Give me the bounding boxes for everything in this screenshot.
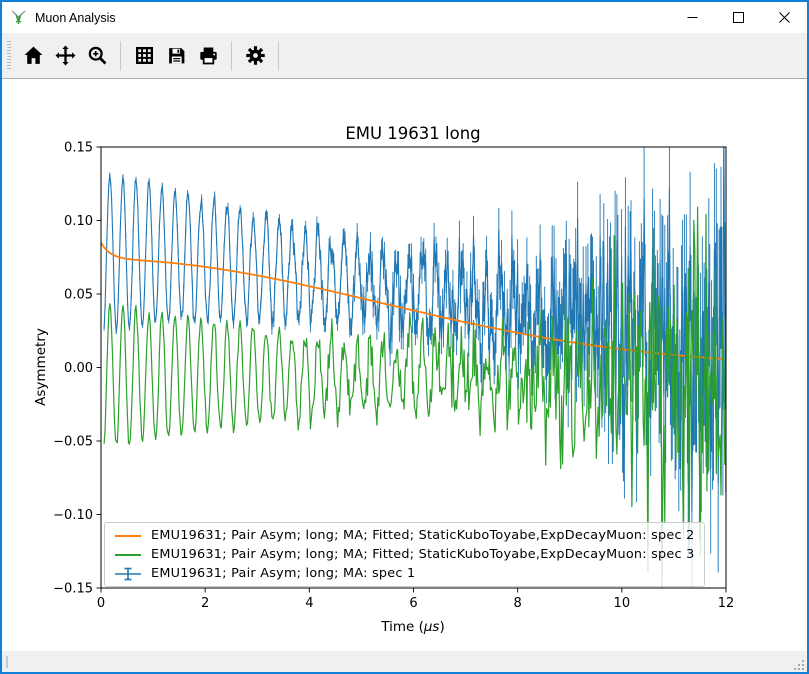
figure-svg: 0 2 4 6 8 10 12 0.15 0.10 0.05 0.00 −0.05 −0.10 −0.15…	[33, 124, 735, 635]
x-tick-label: 2	[201, 596, 209, 611]
legend-line-swatch-green	[115, 553, 141, 556]
y-tick-label: −0.05	[53, 435, 93, 450]
statusbar	[2, 651, 807, 672]
y-tick-label: 0.10	[64, 214, 93, 229]
plot-data-area	[101, 147, 726, 588]
home-icon	[24, 46, 42, 64]
pan-button[interactable]	[50, 39, 80, 73]
titlebar: Muon Analysis	[2, 2, 807, 33]
series-errorbars-spec1	[103, 147, 726, 587]
series-line-1	[103, 206, 726, 588]
x-tick-label: 6	[409, 596, 417, 611]
legend-item: EMU19631; Pair Asym; long; MA: spec 1	[113, 565, 695, 582]
y-tick-label: −0.15	[53, 582, 93, 597]
y-tick-label: 0.05	[64, 288, 93, 303]
chart-title: EMU 19631 long	[345, 124, 480, 143]
window-controls	[669, 2, 807, 33]
print-button[interactable]	[193, 39, 223, 73]
grid-icon	[135, 46, 153, 65]
maximize-icon	[732, 12, 744, 23]
x-tick-label: 10	[614, 596, 631, 611]
x-axis-label: Time (μs)	[380, 619, 445, 635]
grid-button[interactable]	[129, 39, 159, 73]
close-icon	[778, 12, 790, 23]
settings-button[interactable]	[240, 39, 270, 73]
toolbar-separator	[120, 40, 121, 71]
legend-line-swatch-orange	[115, 534, 141, 537]
legend-label: EMU19631; Pair Asym; long; MA; Fitted; S…	[151, 528, 695, 543]
minimize-icon	[687, 17, 697, 18]
minimize-button[interactable]	[669, 2, 715, 33]
legend-item: EMU19631; Pair Asym; long; MA; Fitted; S…	[113, 546, 695, 563]
plot-canvas[interactable]: 0 2 4 6 8 10 12 0.15 0.10 0.05 0.00 −0.05 −0.10 −0.15…	[2, 79, 807, 651]
x-tick-label: 12	[718, 596, 735, 611]
resize-grip-icon[interactable]	[792, 658, 805, 671]
move-arrows-icon	[55, 45, 75, 66]
y-tick-label: 0.00	[64, 361, 93, 376]
close-button[interactable]	[761, 2, 807, 33]
floppy-disk-icon	[168, 48, 184, 64]
mantid-app-icon	[11, 10, 26, 24]
zoom-button[interactable]	[82, 39, 112, 73]
x-tick-label: 4	[305, 596, 313, 611]
x-tick-label: 0	[97, 596, 105, 611]
save-button[interactable]	[161, 39, 191, 73]
legend-errorbar-swatch-blue	[115, 567, 141, 580]
toolbar-drag-handle[interactable]	[7, 40, 11, 71]
legend-label: EMU19631; Pair Asym; long; MA: spec 1	[151, 566, 416, 581]
toolbar-separator	[278, 40, 279, 71]
axis-ticks	[96, 146, 727, 593]
magnifier-plus-icon	[88, 46, 106, 65]
toolbar-separator	[231, 40, 232, 71]
x-tick-label: 8	[514, 596, 522, 611]
home-button[interactable]	[18, 39, 48, 73]
maximize-button[interactable]	[715, 2, 761, 33]
legend-label: EMU19631; Pair Asym; long; MA; Fitted; S…	[151, 547, 695, 562]
window-title: Muon Analysis	[35, 10, 116, 25]
legend: EMU19631; Pair Asym; long; MA; Fitted; S…	[104, 522, 705, 587]
statusbar-grip	[6, 655, 8, 668]
axes-frame	[100, 146, 727, 589]
plot-toolbar	[2, 33, 807, 79]
legend-item: EMU19631; Pair Asym; long; MA; Fitted; S…	[113, 527, 695, 544]
y-tick-label: −0.10	[53, 508, 93, 523]
y-tick-label: 0.15	[64, 141, 93, 156]
printer-icon	[199, 47, 217, 65]
y-axis-label: Asymmetry	[33, 328, 49, 406]
gear-icon	[245, 46, 265, 65]
